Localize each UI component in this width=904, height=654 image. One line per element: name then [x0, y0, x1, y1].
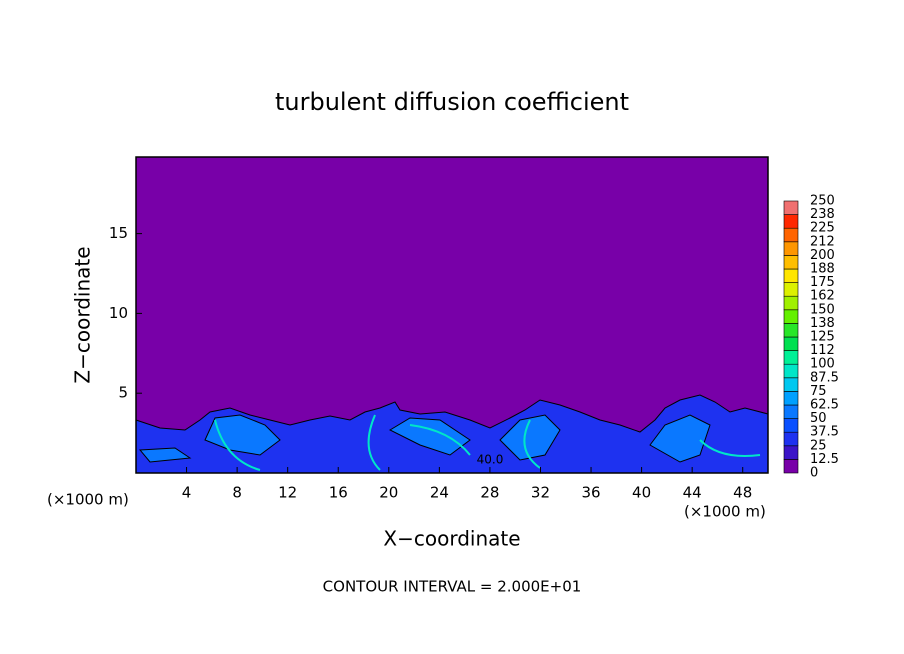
colorbar-label: 212 [810, 234, 835, 249]
plot-frame [135, 156, 769, 474]
x-tick-label: 20 [379, 484, 398, 502]
x-unit-label: (×1000 m) [47, 491, 129, 509]
colorbar-box [783, 268, 799, 283]
colorbar-label: 12.5 [810, 452, 839, 467]
colorbar-label: 37.5 [810, 425, 839, 440]
colorbar-box [783, 459, 799, 474]
colorbar-label: 50 [810, 411, 827, 426]
colorbar-box [783, 227, 799, 243]
colorbar-label: 225 [810, 221, 835, 236]
colorbar-box [783, 323, 799, 338]
colorbar-label: 25 [810, 438, 827, 453]
field [135, 157, 769, 474]
colorbar-box [783, 255, 799, 270]
colorbar-box [783, 241, 799, 256]
colorbar-box [783, 445, 799, 460]
colorbar-box [783, 200, 799, 215]
colorbar-box [783, 377, 799, 392]
colorbar-box [783, 404, 799, 419]
colorbar-label: 62.5 [810, 398, 839, 413]
colorbar-label: 112 [810, 343, 835, 358]
x-tick-label: 4 [182, 484, 192, 502]
colorbar-label: 138 [810, 316, 835, 331]
x-axis-label: X−coordinate [383, 527, 520, 551]
x-tick-label: 36 [581, 484, 600, 502]
colorbar-box [783, 309, 799, 324]
x-tick-label: 28 [480, 484, 499, 502]
colorbar-label: 87.5 [810, 370, 839, 385]
x-tick-label: 8 [232, 484, 242, 502]
x-unit-label: (×1000 m) [684, 503, 766, 521]
x-tick-label: 16 [329, 484, 348, 502]
colorbar-box [783, 350, 799, 365]
y-tick-label: 5 [118, 384, 128, 402]
colorbar-box [783, 431, 799, 447]
x-tick-label: 24 [430, 484, 449, 502]
colorbar-label: 175 [810, 275, 835, 290]
x-tick-label: 32 [531, 484, 550, 502]
y-axis-label: Z−coordinate [71, 246, 95, 383]
colorbar-box [783, 336, 799, 351]
colorbar-label: 125 [810, 330, 835, 345]
field-region [138, 414, 711, 463]
colorbar-box [783, 214, 799, 229]
colorbar-label: 200 [810, 248, 835, 263]
x-tick-label: 48 [733, 484, 752, 502]
x-tick-label: 40 [632, 484, 651, 502]
footnote: CONTOUR INTERVAL = 2.000E+01 [323, 578, 582, 596]
colorbar-label: 250 [810, 194, 835, 209]
colorbar-label: 162 [810, 289, 835, 304]
colorbar-box [783, 418, 799, 433]
colorbar-label: 100 [810, 357, 835, 372]
x-tick-label: 12 [278, 484, 297, 502]
colorbar-label: 238 [810, 207, 835, 222]
colorbar-label: 75 [810, 384, 827, 399]
colorbar-box [783, 282, 799, 297]
colorbar-box [783, 363, 799, 379]
colorbar-box [783, 295, 799, 311]
y-tick-label: 15 [109, 224, 128, 242]
y-tick-label: 10 [109, 304, 128, 322]
chart-title: turbulent diffusion coefficient [275, 88, 629, 116]
field-streak [214, 414, 761, 471]
colorbar-label: 150 [810, 302, 835, 317]
colorbar-label: 0 [810, 466, 818, 481]
contour-label: 40.0 [477, 453, 504, 467]
colorbar-box [783, 391, 799, 406]
colorbar-label: 188 [810, 262, 835, 277]
x-tick-label: 44 [683, 484, 702, 502]
